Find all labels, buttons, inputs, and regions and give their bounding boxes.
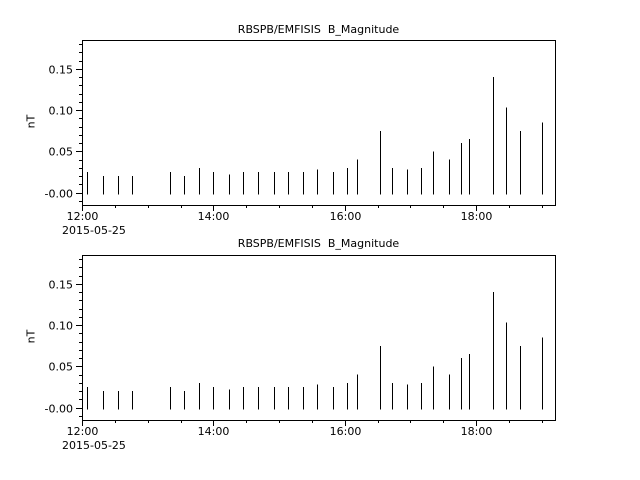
- x-tick-label: 16:00: [330, 425, 362, 438]
- y-tick-label: 0.10: [49, 320, 74, 333]
- x-tick-label: 18:00: [461, 210, 493, 223]
- chart-title-top: RBSPB/EMFISIS B_Magnitude: [237, 23, 400, 36]
- y-tick-label: -0.00: [45, 188, 73, 201]
- x-axis-date-label-bottom: 2015-05-25: [62, 439, 126, 452]
- y-tick-label: 0.10: [49, 105, 74, 118]
- x-tick-label: 18:00: [461, 425, 493, 438]
- y-tick-label: -0.00: [45, 403, 73, 416]
- chart-title-bottom: RBSPB/EMFISIS B_Magnitude: [237, 237, 400, 250]
- x-axis-date-label-top: 2015-05-25: [62, 224, 126, 237]
- y-tick-label: 0.05: [49, 146, 74, 159]
- x-tick-label: 14:00: [198, 425, 230, 438]
- x-tick-label: 12:00: [67, 425, 99, 438]
- x-tick-label: 14:00: [198, 210, 230, 223]
- y-tick-label: 0.05: [49, 361, 74, 374]
- y-tick-label: 0.15: [49, 64, 74, 77]
- x-tick-label: 12:00: [67, 210, 99, 223]
- y-tick-label: 0.15: [49, 279, 74, 292]
- x-tick-label: 16:00: [330, 210, 362, 223]
